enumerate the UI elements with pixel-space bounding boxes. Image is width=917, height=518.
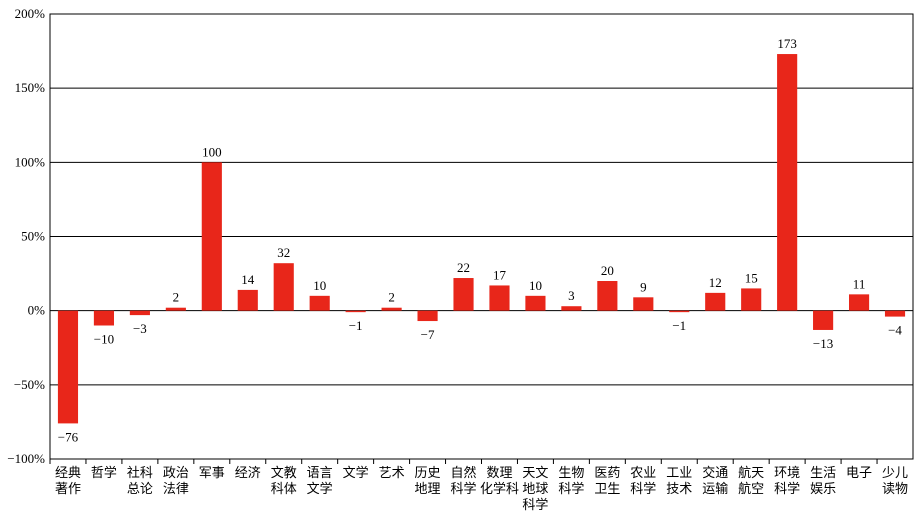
- x-tick-label: 化学科: [480, 481, 519, 496]
- bar: [489, 285, 510, 311]
- x-tick-label: 经典: [55, 465, 81, 480]
- x-tick-label: 科学: [774, 481, 800, 496]
- x-tick-label: 科学: [451, 481, 477, 496]
- y-tick-label: −50%: [14, 377, 45, 392]
- x-tick-label: 地球: [522, 481, 548, 496]
- bar: [813, 310, 834, 330]
- data-label: −13: [813, 336, 833, 351]
- data-label: 100: [202, 144, 222, 159]
- bar: [741, 288, 762, 311]
- data-label: 32: [277, 245, 290, 260]
- bar: [633, 297, 654, 311]
- bar: [525, 295, 546, 311]
- bar: [165, 307, 186, 311]
- bar: [705, 292, 726, 311]
- data-label: 2: [388, 290, 395, 305]
- data-label: 20: [601, 263, 614, 278]
- x-tick-label: 技术: [666, 481, 692, 496]
- bar: [597, 281, 618, 311]
- y-tick-label: 100%: [15, 154, 46, 169]
- x-tick-label: 语言: [307, 465, 333, 480]
- data-label: −1: [672, 318, 686, 333]
- x-tick-label: 天文: [522, 465, 548, 480]
- bar: [453, 278, 474, 311]
- x-tick-label: 工业: [666, 465, 692, 480]
- data-label: 3: [568, 288, 575, 303]
- data-label: 173: [777, 36, 797, 51]
- data-label: 2: [173, 290, 180, 305]
- x-tick-label: 环境: [774, 465, 800, 480]
- bar: [884, 310, 906, 317]
- x-tick-label: 科学: [522, 497, 548, 512]
- x-tick-label: 科学: [630, 481, 656, 496]
- data-label: −3: [133, 321, 147, 336]
- x-tick-label: 交通: [702, 465, 728, 480]
- x-tick-label: 地理: [415, 481, 441, 496]
- bar: [57, 310, 79, 424]
- bar: [417, 310, 438, 322]
- x-tick-label: 文学: [307, 481, 333, 496]
- x-tick-label: 艺术: [379, 465, 405, 480]
- data-label: 22: [457, 260, 470, 275]
- x-tick-label: 科体: [271, 481, 297, 496]
- x-tick-label: 娱乐: [810, 481, 836, 496]
- bar: [777, 54, 798, 311]
- bar: [273, 263, 294, 311]
- x-tick-label: 少儿: [882, 465, 908, 480]
- y-tick-label: 150%: [15, 80, 46, 95]
- x-tick-label: 法律: [163, 481, 189, 496]
- x-tick-label: 著作: [55, 481, 81, 496]
- bar: [848, 294, 870, 311]
- bar: [129, 310, 150, 316]
- x-tick-label: 航空: [738, 481, 764, 496]
- bar: [669, 310, 690, 313]
- bar: [561, 306, 582, 311]
- x-tick-label: 医药: [594, 465, 620, 480]
- bar: [201, 162, 222, 311]
- x-tick-label: 航天: [738, 465, 764, 480]
- x-tick-label: 科学: [558, 481, 584, 496]
- data-label: 17: [493, 267, 507, 282]
- x-tick-label: 运输: [702, 481, 728, 496]
- x-tick-label: 军事: [199, 465, 225, 480]
- bar: [381, 307, 402, 311]
- data-label: 14: [241, 272, 255, 287]
- x-tick-label: 总论: [127, 481, 153, 496]
- data-label: 9: [640, 279, 647, 294]
- x-tick-label: 读物: [882, 481, 908, 496]
- data-label: −1: [349, 318, 363, 333]
- x-tick-label: 生活: [810, 465, 836, 480]
- x-tick-label: 农业: [630, 465, 656, 480]
- x-tick-label: 生物: [558, 465, 584, 480]
- data-label: 15: [745, 270, 758, 285]
- x-tick-label: 哲学: [91, 465, 117, 480]
- y-tick-label: 0%: [28, 303, 46, 318]
- data-label: 10: [529, 278, 542, 293]
- x-tick-label: 电子: [846, 465, 872, 480]
- x-tick-label: 文教: [271, 465, 297, 480]
- x-tick-label: 社科: [127, 465, 153, 480]
- data-label: −7: [421, 327, 435, 342]
- bar: [237, 289, 258, 311]
- x-tick-label: 数理: [486, 465, 512, 480]
- bar: [309, 295, 330, 311]
- y-tick-label: 200%: [15, 6, 46, 21]
- y-tick-label: 50%: [21, 229, 45, 244]
- x-tick-label: 自然: [451, 465, 477, 480]
- bar: [93, 310, 115, 326]
- x-tick-label: 经济: [235, 465, 261, 480]
- data-label: 11: [853, 276, 866, 291]
- data-label: −76: [58, 429, 79, 444]
- data-label: −4: [888, 323, 902, 338]
- x-tick-label: 政治: [163, 465, 189, 480]
- x-tick-label: 历史: [415, 465, 441, 480]
- data-label: 12: [709, 275, 722, 290]
- data-label: 10: [313, 278, 326, 293]
- bar: [345, 310, 366, 313]
- x-tick-label: 文学: [343, 465, 369, 480]
- y-tick-label: −100%: [7, 451, 45, 466]
- x-tick-label: 卫生: [594, 481, 620, 496]
- data-label: −10: [94, 332, 114, 347]
